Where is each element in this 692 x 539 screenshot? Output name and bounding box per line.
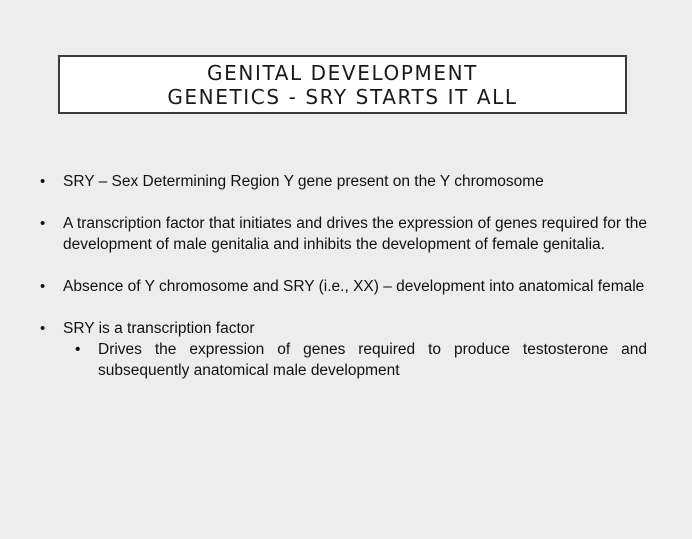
bullet-item: • Absence of Y chromosome and SRY (i.e.,… <box>38 276 647 297</box>
bullet-text: Absence of Y chromosome and SRY (i.e., X… <box>63 278 644 295</box>
bullet-dot-icon: • <box>40 276 45 297</box>
slide-body: • SRY – Sex Determining Region Y gene pr… <box>38 171 647 381</box>
bullet-item: • SRY – Sex Determining Region Y gene pr… <box>38 171 647 192</box>
slide-title-box: GENITAL DEVELOPMENT GENETICS - SRY START… <box>58 55 627 114</box>
bullet-dot-icon: • <box>40 213 45 234</box>
slide-title-line-1: GENITAL DEVELOPMENT <box>207 61 478 85</box>
bullet-text: SRY – Sex Determining Region Y gene pres… <box>63 173 544 190</box>
sub-bullet-item: • Drives the expression of genes require… <box>73 339 647 381</box>
bullet-dot-icon: • <box>40 171 45 192</box>
bullet-dot-icon: • <box>40 318 45 339</box>
bullet-item: • SRY is a transcription factor <box>38 318 647 339</box>
sub-bullet-dot-icon: • <box>75 339 80 360</box>
bullet-text: A transcription factor that initiates an… <box>63 215 647 253</box>
slide-title-line-2: GENETICS - SRY STARTS IT ALL <box>167 85 517 109</box>
bullet-text: SRY is a transcription factor <box>63 320 255 337</box>
sub-bullet-text: Drives the expression of genes required … <box>98 341 647 379</box>
bullet-item: • A transcription factor that initiates … <box>38 213 647 255</box>
